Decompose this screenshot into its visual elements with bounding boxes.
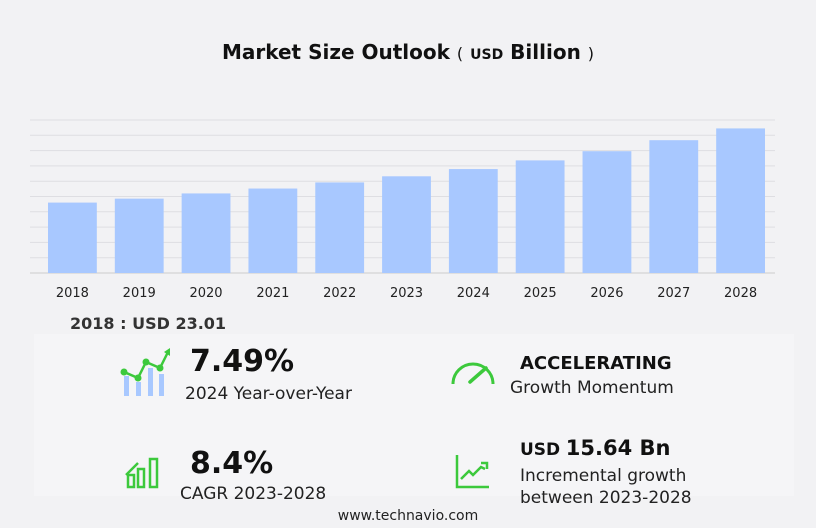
bar-2020 xyxy=(181,193,231,273)
x-tick-label: 2021 xyxy=(256,286,289,301)
footer-link[interactable]: www.technavio.com xyxy=(337,508,479,524)
x-tick-label: 2028 xyxy=(724,286,757,301)
bar-2028 xyxy=(716,128,765,273)
bar-2026 xyxy=(582,151,632,273)
incremental-value: USD 15.64 Bn xyxy=(520,436,671,460)
x-tick-label: 2019 xyxy=(123,286,156,301)
x-tick-label: 2018 xyxy=(56,286,89,301)
bar-2027 xyxy=(649,140,699,273)
x-tick-label: 2027 xyxy=(657,286,690,301)
bar-2025 xyxy=(515,160,565,273)
speedometer-icon xyxy=(451,362,495,385)
x-tick-label: 2022 xyxy=(323,286,356,301)
momentum-label: Growth Momentum xyxy=(510,378,674,398)
bar-2019 xyxy=(114,198,164,273)
bar-growth-icon xyxy=(125,457,159,489)
cagr-label: CAGR 2023-2028 xyxy=(180,484,327,504)
momentum-value: ACCELERATING xyxy=(520,353,672,374)
growth-chart-icon xyxy=(120,348,170,396)
stats-panel xyxy=(34,334,794,496)
incremental-label: Incremental growth xyxy=(520,466,687,486)
x-tick-label: 2020 xyxy=(189,286,222,301)
bar-2021 xyxy=(248,188,298,273)
cagr-value: 8.4% xyxy=(190,446,274,481)
chart-title: Market Size Outlook ( USD Billion ) xyxy=(221,40,595,64)
bar-2022 xyxy=(315,182,365,273)
incremental-label-period: between 2023-2028 xyxy=(520,488,692,508)
bar-2023 xyxy=(382,176,431,273)
yoy-value: 7.49% xyxy=(190,344,295,379)
x-tick-label: 2024 xyxy=(457,286,490,301)
x-tick-label: 2026 xyxy=(590,286,623,301)
x-tick-label: 2025 xyxy=(524,286,557,301)
bar-2018 xyxy=(48,202,97,273)
bar-chart: 2018 2019 2020 2021 2022 2023 2024 2025 2026 2027… xyxy=(30,119,775,301)
trend-line-icon xyxy=(455,455,489,489)
yoy-label: 2024 Year-over-Year xyxy=(185,384,352,404)
base-year-value: 2018 : USD 23.01 xyxy=(70,314,227,333)
x-tick-label: 2023 xyxy=(390,286,423,301)
bar-2024 xyxy=(448,169,498,273)
